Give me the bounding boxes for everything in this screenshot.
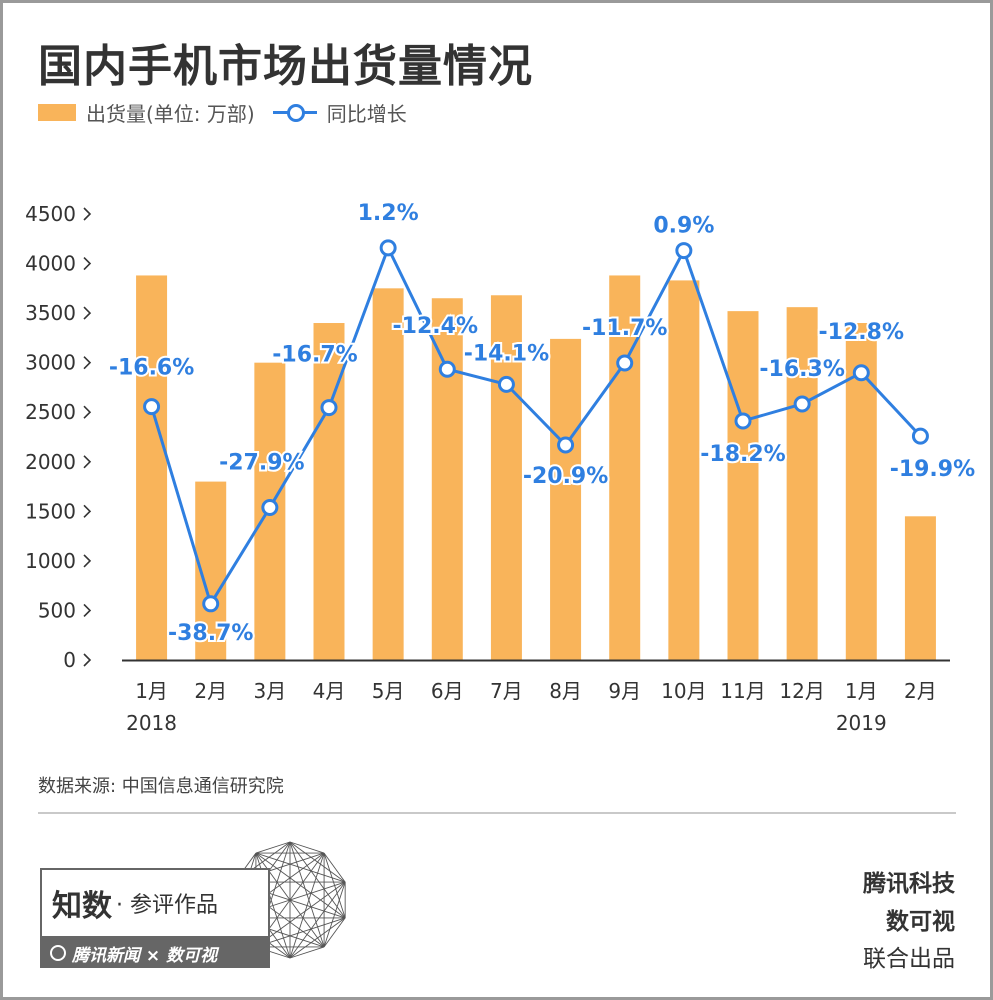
- badge-bar: 腾讯新闻 × 数可视: [40, 938, 270, 968]
- x-tick-label: 7月: [490, 679, 523, 703]
- line-point: [438, 360, 456, 378]
- x-tick-label: 6月: [431, 679, 464, 703]
- bar: [668, 280, 700, 660]
- x-tick-label: 2月: [194, 679, 227, 703]
- bar: [904, 516, 936, 660]
- line-point: [202, 595, 220, 613]
- y-tick-label: 4500: [25, 202, 76, 226]
- x-tick-label: 1月: [845, 679, 878, 703]
- y-tick-chevron-icon: [83, 554, 92, 568]
- y-tick-label: 4000: [25, 252, 76, 276]
- growth-data-label: -16.3%: [759, 357, 844, 382]
- growth-data-label: -38.7%: [168, 621, 253, 646]
- line-series: -16.6% -38.7% -27.9% -16.7% 1.2% -12.4%-14.1%…: [107, 199, 977, 648]
- chart-title: 国内手机市场出货量情况: [38, 41, 533, 92]
- x-tick-label: 2月: [904, 679, 937, 703]
- bar: [313, 323, 345, 660]
- x-tick-label: 10月: [661, 679, 706, 703]
- award-badge: 知数 · 参评作品: [40, 868, 270, 938]
- y-tick-chevron-icon: [83, 455, 92, 469]
- growth-data-label: -16.6%: [109, 356, 194, 381]
- y-tick-chevron-icon: [83, 653, 92, 667]
- y-axis: 4500 4000 3500 3000 2500 2000 1500 1000 500 0: [25, 202, 92, 672]
- bar: [609, 275, 641, 660]
- bar: [550, 338, 582, 660]
- x-tick-label: 5月: [372, 679, 405, 703]
- chart-canvas: 4500 4000 3500 3000 2500 2000 1500 1000 500 0 -16…: [25, 199, 977, 735]
- x-tick-label: 11月: [720, 679, 765, 703]
- y-tick-label: 3500: [25, 301, 76, 325]
- line-point: [379, 239, 397, 257]
- y-tick-label: 2500: [25, 400, 76, 424]
- y-tick-chevron-icon: [83, 207, 92, 221]
- y-tick-chevron-icon: [83, 356, 92, 370]
- growth-data-label: -16.7%: [272, 343, 357, 368]
- y-tick-label: 1000: [25, 549, 76, 573]
- line-point: [261, 498, 279, 516]
- line-point: [734, 412, 752, 430]
- badge-bar-text: 腾讯新闻 × 数可视: [72, 945, 218, 966]
- growth-line: [150, 244, 922, 608]
- growth-data-label: -20.9%: [523, 464, 608, 489]
- bar: [490, 295, 522, 660]
- badge-main-text: 知数: [52, 889, 112, 924]
- polygon-decoration-icon: [234, 841, 346, 959]
- y-tick-label: 2000: [25, 450, 76, 474]
- x-tick-label: 9月: [608, 679, 641, 703]
- y-tick-label: 1500: [25, 499, 76, 523]
- line-point: [557, 436, 575, 454]
- y-tick-chevron-icon: [83, 306, 92, 320]
- x-tick-label: 1月: [135, 679, 168, 703]
- x-tick-label: 4月: [313, 679, 346, 703]
- legend-bar-label: 出货量(单位: 万部): [86, 101, 255, 126]
- news-logo-icon: [50, 945, 66, 961]
- growth-data-label: -19.9%: [890, 457, 975, 482]
- legend-line-icon: [272, 102, 317, 122]
- credit-line-2: 数可视: [886, 909, 955, 935]
- x-tick-label: 12月: [779, 679, 824, 703]
- legend: 出货量(单位: 万部) 同比增长: [38, 97, 407, 127]
- y-tick-chevron-icon: [83, 603, 92, 618]
- legend-bar-swatch: [38, 103, 76, 121]
- line-point: [852, 364, 870, 382]
- credit-line-3: 联合出品: [863, 946, 955, 972]
- bar: [431, 298, 463, 660]
- growth-data-label: -14.1%: [464, 341, 549, 366]
- source-note: 数据来源: 中国信息通信研究院: [38, 776, 284, 797]
- growth-data-label: -18.2%: [700, 442, 785, 467]
- separator-line: [38, 812, 956, 814]
- line-point: [497, 375, 515, 393]
- legend-line-label: 同比增长: [326, 101, 407, 126]
- line-point: [911, 427, 929, 445]
- bar: [372, 288, 404, 660]
- y-tick-label: 0: [63, 648, 76, 672]
- bar: [727, 311, 759, 660]
- line-point: [320, 399, 338, 417]
- year-label: 2018: [126, 711, 177, 735]
- credit-line-1: 腾讯科技: [863, 871, 955, 897]
- bar: [136, 275, 168, 660]
- y-tick-chevron-icon: [83, 256, 92, 271]
- growth-data-label: 0.9%: [653, 214, 714, 239]
- x-tick-label: 8月: [549, 679, 582, 703]
- y-tick-label: 500: [38, 598, 76, 622]
- line-point: [675, 242, 693, 260]
- x-axis: 1月 2月 3月 4月 5月 6月 7月 8月 9月 10月 11月 12月 1月 2月 2018 2019: [122, 659, 950, 735]
- line-point: [143, 398, 161, 416]
- line-point: [616, 354, 634, 372]
- y-tick-chevron-icon: [83, 504, 92, 518]
- growth-data-label: -12.4%: [393, 314, 478, 339]
- year-label: 2019: [836, 711, 887, 735]
- growth-data-label: -11.7%: [582, 316, 667, 341]
- growth-data-label: 1.2%: [358, 201, 419, 226]
- bar: [786, 307, 818, 660]
- y-tick-label: 3000: [25, 351, 76, 375]
- x-tick-label: 3月: [253, 679, 286, 703]
- y-tick-chevron-icon: [83, 405, 92, 419]
- growth-data-label: -12.8%: [819, 320, 904, 345]
- badge-sub-text: · 参评作品: [116, 893, 218, 918]
- line-point: [793, 395, 811, 413]
- growth-data-label: -27.9%: [219, 450, 304, 475]
